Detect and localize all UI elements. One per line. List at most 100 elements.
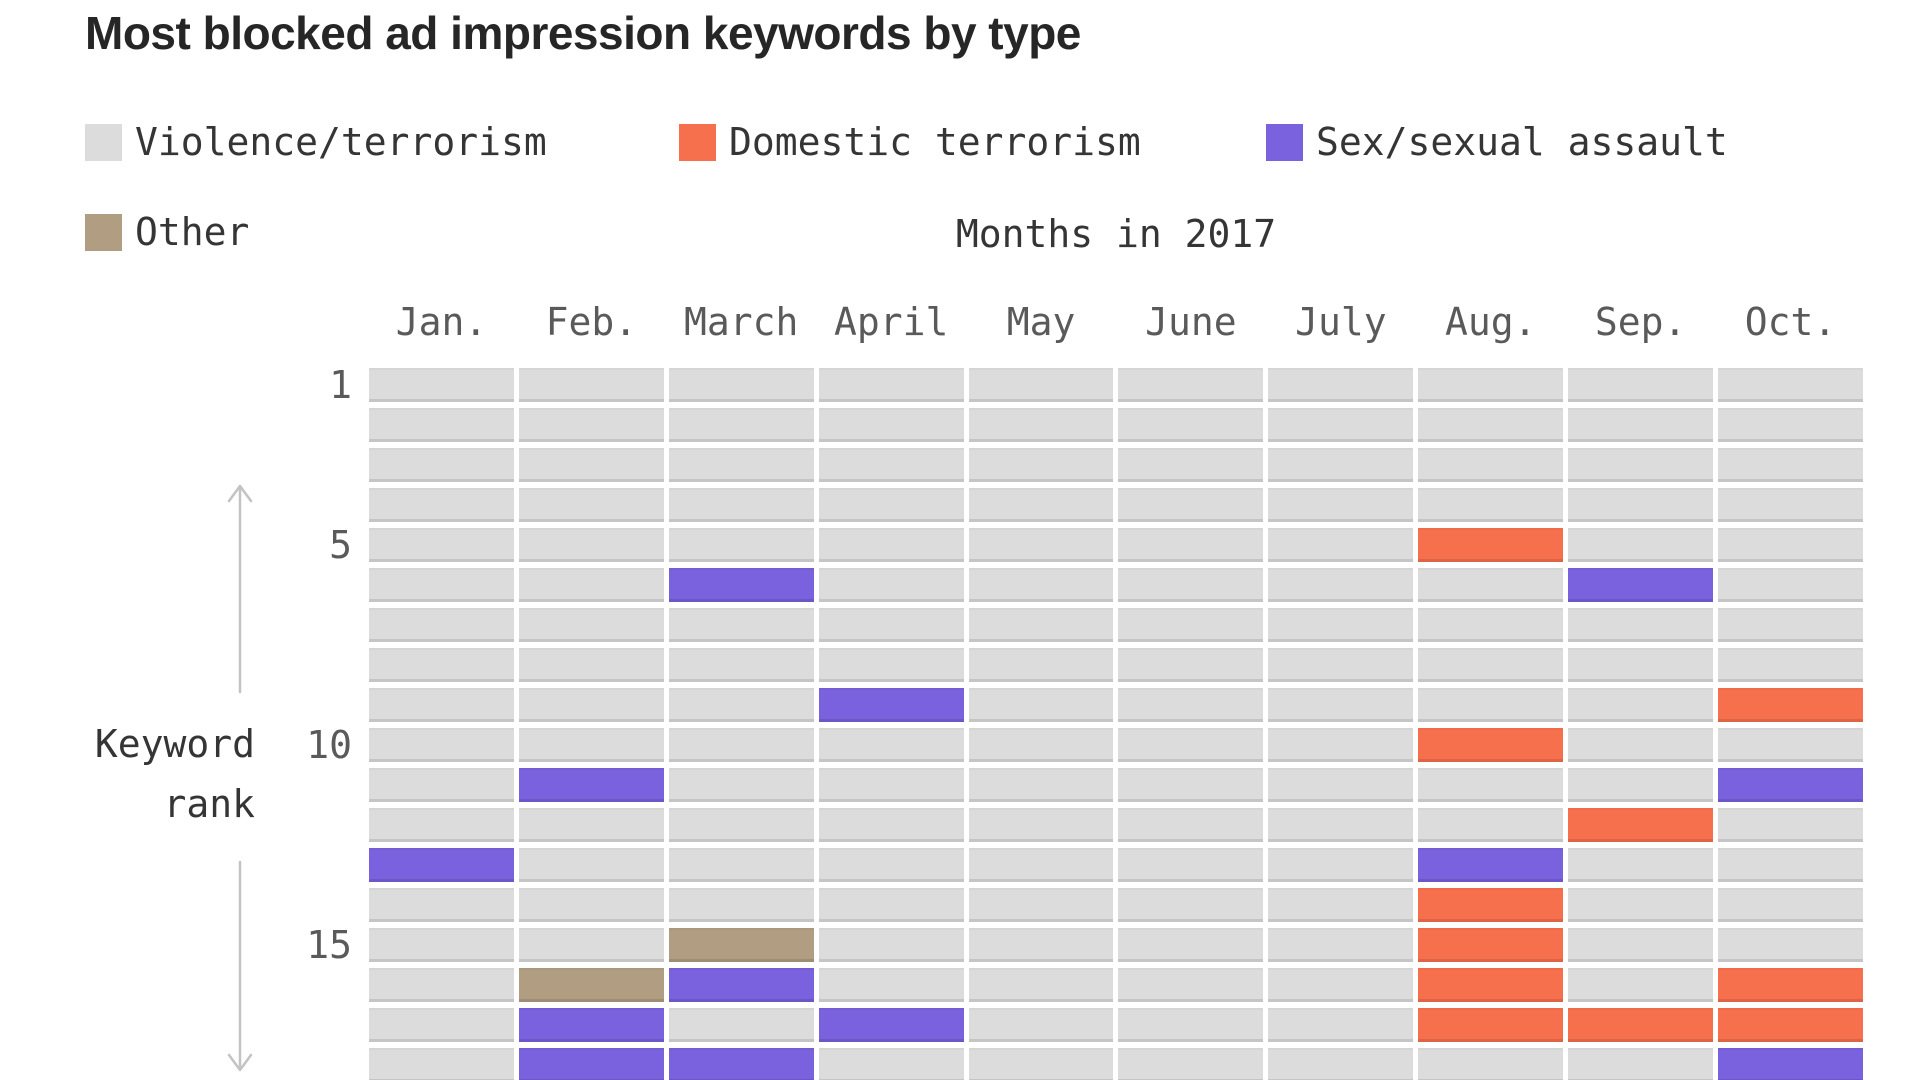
heatmap-cell xyxy=(1568,568,1714,602)
heatmap-cell xyxy=(1118,848,1264,882)
legend-swatch-domestic-terrorism xyxy=(679,123,716,161)
heatmap-cell xyxy=(518,368,664,402)
heatmap-cell xyxy=(968,368,1114,402)
heatmap-cell xyxy=(1418,1008,1564,1042)
heatmap-cell xyxy=(1268,1008,1414,1042)
heatmap-cell xyxy=(1718,408,1863,442)
heatmap-cell xyxy=(968,1008,1114,1042)
legend-label: Sex/sexual assault xyxy=(1316,120,1728,164)
chart-title: Most blocked ad impression keywords by t… xyxy=(85,7,1081,59)
heatmap-cell xyxy=(1118,648,1264,682)
month-label: Aug. xyxy=(1444,300,1537,344)
heatmap-cell xyxy=(518,448,664,482)
legend-item-other: Other xyxy=(85,210,250,254)
heatmap-cell xyxy=(369,728,514,762)
heatmap-cell xyxy=(1418,808,1564,842)
legend-label: Violence/terrorism xyxy=(135,120,547,164)
heatmap-cell xyxy=(818,688,964,722)
heatmap-cell xyxy=(369,1008,514,1042)
y-axis-title-line1: Keyword xyxy=(94,722,255,766)
heatmap-cell xyxy=(518,648,664,682)
legend-item-violence-terrorism: Violence/terrorism xyxy=(85,120,547,164)
heatmap-cell xyxy=(668,568,814,602)
heatmap-cell xyxy=(668,368,814,402)
heatmap-cell xyxy=(668,528,814,562)
heatmap-cell xyxy=(818,968,964,1002)
heatmap-cell xyxy=(968,448,1114,482)
heatmap-cell xyxy=(1268,1048,1414,1080)
heatmap-cell xyxy=(1568,488,1714,522)
heatmap-cell xyxy=(518,408,664,442)
heatmap-cell xyxy=(369,488,514,522)
month-label: Jan. xyxy=(395,300,488,344)
heatmap-cell xyxy=(1568,688,1714,722)
month-label: Oct. xyxy=(1744,300,1837,344)
heatmap-cell xyxy=(818,768,964,802)
heatmap-cell xyxy=(1568,928,1714,962)
heatmap-cell xyxy=(1568,1008,1714,1042)
heatmap-cell xyxy=(668,968,814,1002)
heatmap-cell xyxy=(1718,568,1863,602)
heatmap-cell xyxy=(818,488,964,522)
heatmap-cell xyxy=(518,688,664,722)
month-label: March xyxy=(684,300,799,344)
heatmap-cell xyxy=(369,848,514,882)
heatmap-cell xyxy=(1568,608,1714,642)
heatmap-cell xyxy=(1268,648,1414,682)
heatmap-cell xyxy=(818,368,964,402)
heatmap-cell xyxy=(1718,1008,1863,1042)
heatmap-cell xyxy=(1268,688,1414,722)
x-axis-title: Months in 2017 xyxy=(955,212,1277,256)
heatmap-cell xyxy=(369,928,514,962)
heatmap-cell xyxy=(1718,688,1863,722)
month-label: Sep. xyxy=(1594,300,1687,344)
heatmap-cell xyxy=(1418,528,1564,562)
heatmap-cell xyxy=(518,568,664,602)
legend-label: Other xyxy=(135,210,250,254)
heatmap-cell xyxy=(369,408,514,442)
heatmap-cell xyxy=(518,1048,664,1080)
heatmap-cell xyxy=(518,768,664,802)
heatmap-cell xyxy=(1268,968,1414,1002)
heatmap-cell xyxy=(518,808,664,842)
heatmap-cell xyxy=(1718,648,1863,682)
heatmap-cell xyxy=(818,408,964,442)
month-labels-row: Jan. Feb. March April May June July Aug. Sep. Oct… xyxy=(369,300,1863,344)
heatmap-cell xyxy=(369,528,514,562)
heatmap-cell xyxy=(968,1048,1114,1080)
heatmap-cell xyxy=(369,448,514,482)
heatmap-cell xyxy=(1418,568,1564,602)
heatmap-cell xyxy=(369,888,514,922)
heatmap-cell xyxy=(968,608,1114,642)
rank-tick-labels: 1 5 10 15 xyxy=(160,366,352,1080)
heatmap-cell xyxy=(518,888,664,922)
heatmap-cell xyxy=(1718,608,1863,642)
rank-axis-arrow-icon xyxy=(227,484,253,1072)
heatmap-cell xyxy=(968,648,1114,682)
heatmap-cell xyxy=(818,648,964,682)
heatmap-cell xyxy=(518,488,664,522)
heatmap-cell xyxy=(369,688,514,722)
month-label: May xyxy=(1006,300,1076,344)
heatmap-cell xyxy=(1418,648,1564,682)
legend-item-sex-sexual-assault: Sex/sexual assault xyxy=(1266,120,1728,164)
heatmap-cell xyxy=(968,888,1114,922)
heatmap-cell xyxy=(1268,728,1414,762)
legend-item-domestic-terrorism: Domestic terrorism xyxy=(679,120,1141,164)
heatmap-cell xyxy=(1418,968,1564,1002)
heatmap-cell xyxy=(1118,408,1264,442)
heatmap-cell xyxy=(1118,568,1264,602)
heatmap-cell xyxy=(968,808,1114,842)
heatmap-cell xyxy=(818,888,964,922)
heatmap-cell xyxy=(1118,368,1264,402)
heatmap-cell xyxy=(518,848,664,882)
heatmap-cell xyxy=(668,808,814,842)
heatmap-cell xyxy=(518,608,664,642)
heatmap-cell xyxy=(668,488,814,522)
heatmap-cell xyxy=(1568,768,1714,802)
heatmap-cell xyxy=(369,568,514,602)
heatmap-cell xyxy=(818,608,964,642)
rank-tick-label: 15 xyxy=(306,923,352,967)
heatmap-cell xyxy=(1118,968,1264,1002)
